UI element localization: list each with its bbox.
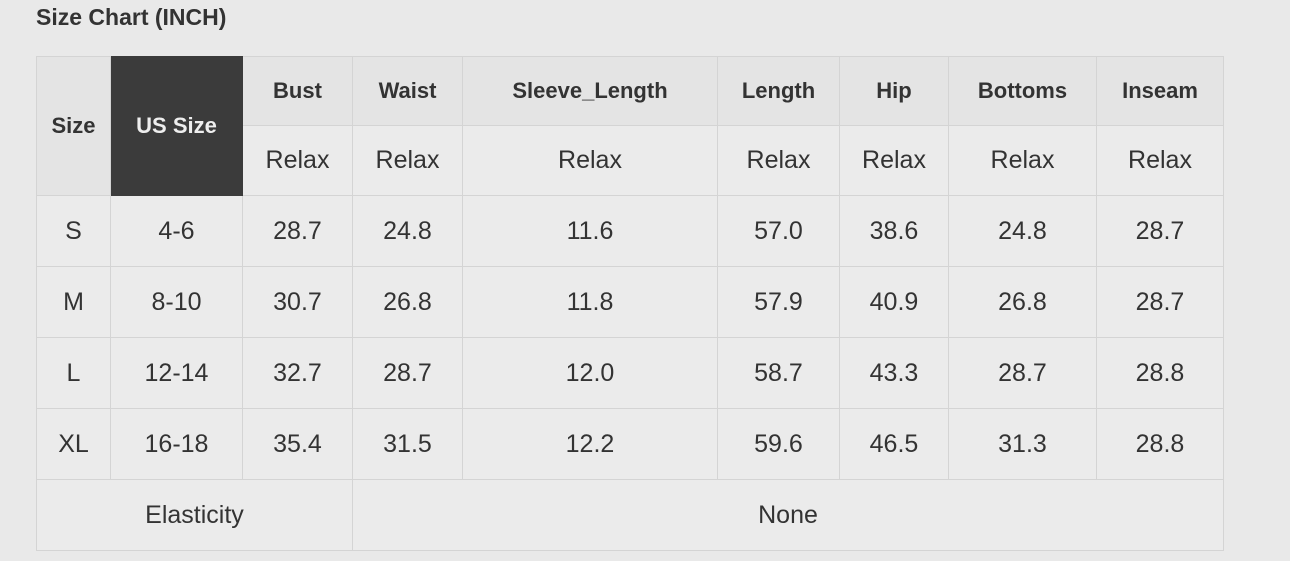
table-row: M 8-10 30.7 26.8 11.8 57.9 40.9 26.8 28.7 [36,266,1224,338]
table-row: L 12-14 32.7 28.7 12.0 58.7 43.3 28.7 28.8 [36,337,1224,409]
header-fit-type: Relax [948,125,1097,196]
table-cell: 11.6 [462,195,718,267]
table-cell: 11.8 [462,266,718,338]
header-waist: Waist [352,56,463,126]
header-fit-type: Relax [1096,125,1224,196]
page-title: Size Chart (INCH) [36,4,227,30]
table-row: S 4-6 28.7 24.8 11.6 57.0 38.6 24.8 28.7 [36,195,1224,267]
table-cell: 58.7 [717,337,840,409]
table-cell: L [36,337,111,409]
header-size: Size [36,56,111,196]
header-fit-type: Relax [352,125,463,196]
table-cell: 35.4 [242,408,353,480]
table-cell: 26.8 [948,266,1097,338]
table-cell: 28.7 [1096,266,1224,338]
header-us-size: US Size [110,56,243,196]
table-row: XL 16-18 35.4 31.5 12.2 59.6 46.5 31.3 28.8 [36,408,1224,480]
table-cell: 4-6 [110,195,243,267]
table-cell: XL [36,408,111,480]
header-bust: Bust [242,56,353,126]
table-cell: 28.7 [948,337,1097,409]
table-cell: 59.6 [717,408,840,480]
table-cell: 28.7 [1096,195,1224,267]
table-cell: 46.5 [839,408,949,480]
elasticity-label: Elasticity [36,479,353,551]
size-chart-table: Size US Size Bust Waist Sleeve_Length Lengt… [36,56,1224,551]
table-cell: 57.9 [717,266,840,338]
header-bottoms: Bottoms [948,56,1097,126]
table-cell: 38.6 [839,195,949,267]
table-cell: 16-18 [110,408,243,480]
table-cell: 28.7 [352,337,463,409]
table-cell: 32.7 [242,337,353,409]
table-cell: 8-10 [110,266,243,338]
table-cell: M [36,266,111,338]
table-cell: 57.0 [717,195,840,267]
table-cell: 12.0 [462,337,718,409]
table-cell: 28.8 [1096,408,1224,480]
table-cell: 30.7 [242,266,353,338]
header-fit-type: Relax [839,125,949,196]
table-cell: 12-14 [110,337,243,409]
table-cell: 43.3 [839,337,949,409]
table-cell: 28.7 [242,195,353,267]
header-inseam: Inseam [1096,56,1224,126]
header-hip: Hip [839,56,949,126]
table-cell: S [36,195,111,267]
header-fit-type: Relax [242,125,353,196]
elasticity-value: None [352,479,1224,551]
table-cell: 12.2 [462,408,718,480]
header-fit-type: Relax [717,125,840,196]
header-sleeve-length: Sleeve_Length [462,56,718,126]
table-cell: 28.8 [1096,337,1224,409]
table-cell: 31.3 [948,408,1097,480]
header-fit-type: Relax [462,125,718,196]
table-cell: 40.9 [839,266,949,338]
header-length: Length [717,56,840,126]
table-cell: 31.5 [352,408,463,480]
table-cell: 24.8 [948,195,1097,267]
table-cell: 26.8 [352,266,463,338]
table-cell: 24.8 [352,195,463,267]
